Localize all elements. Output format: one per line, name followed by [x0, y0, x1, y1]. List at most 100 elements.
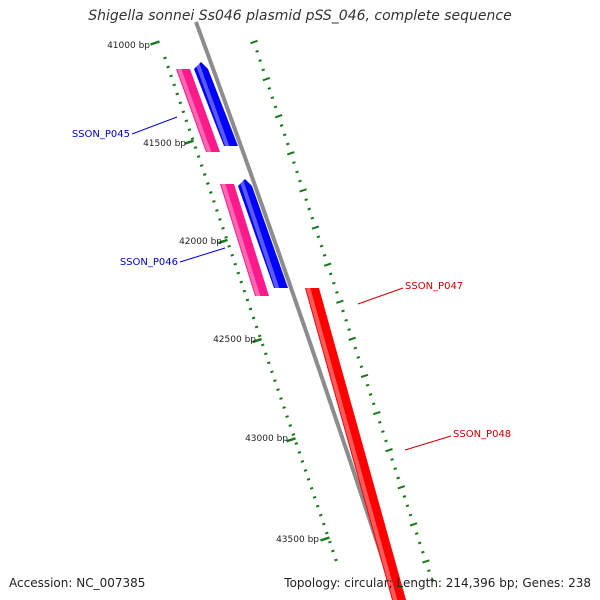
gene-feature-sson-p047-p048[interactable]	[305, 288, 406, 600]
tick-mark	[348, 336, 357, 341]
tick-mark	[178, 101, 183, 105]
tick-mark	[335, 290, 339, 294]
tick-label-42000: 42000 bp	[179, 237, 222, 247]
gene-label-sson-p045[interactable]: SSON_P045	[72, 129, 130, 140]
tick-mark	[273, 105, 278, 109]
tick-mark	[239, 280, 244, 284]
tick-mark	[230, 253, 235, 257]
tick-mark	[279, 124, 284, 127]
tick-mark	[260, 343, 265, 347]
cds-sson-p046-highlight	[239, 180, 280, 288]
tick-mark	[324, 531, 329, 535]
tick-mark	[319, 244, 324, 248]
tick-mark	[248, 307, 253, 311]
tick-mark	[221, 226, 225, 230]
tick-mark	[262, 76, 271, 82]
tick-mark	[368, 393, 373, 396]
tick-mark	[408, 513, 413, 517]
tick-mark	[402, 495, 407, 498]
tick-mark	[270, 370, 274, 374]
gene-sson-p046[interactable]	[220, 184, 269, 296]
tick-mark	[320, 536, 330, 542]
tick-mark	[405, 504, 410, 508]
tick-mark	[218, 238, 228, 245]
gene-sson-p047-p048[interactable]	[305, 288, 406, 600]
tick-mark	[163, 56, 167, 60]
tick-mark	[331, 549, 335, 553]
tick-mark	[397, 485, 406, 490]
tick-mark	[233, 262, 238, 266]
tick-mark	[316, 235, 321, 239]
label-leader-sson-p048	[404, 435, 452, 451]
tick-mark	[172, 83, 177, 87]
tick-mark	[312, 495, 317, 499]
plasmid-backbone	[194, 21, 398, 600]
gene-feature-sson-p045[interactable]	[176, 62, 238, 152]
tick-mark	[365, 383, 370, 387]
gene-label-sson-p048[interactable]: SSON_P048	[453, 429, 511, 440]
tick-mark	[286, 437, 296, 443]
tick-mark	[334, 558, 338, 562]
tick-mark	[300, 459, 305, 463]
tick-mark	[190, 137, 195, 141]
gene-sson-p045[interactable]	[176, 69, 220, 152]
tick-mark	[212, 199, 216, 203]
tick-mark	[306, 477, 311, 481]
tick-mark	[323, 262, 332, 267]
tick-label-41500: 41500 bp	[143, 139, 186, 149]
tick-mark	[184, 139, 194, 145]
inner-minor-ticks	[163, 56, 338, 562]
tick-mark	[255, 49, 259, 53]
tick-mark	[430, 578, 434, 582]
tick-mark	[288, 424, 293, 427]
tick-mark	[321, 522, 326, 526]
gene-label-sson-p047[interactable]: SSON_P047	[405, 281, 463, 292]
tick-label-43500: 43500 bp	[276, 535, 319, 545]
tick-mark	[184, 119, 189, 123]
gene-sson-p045-highlight	[177, 69, 212, 152]
tick-mark	[344, 318, 348, 322]
tick-mark	[385, 448, 393, 453]
major-ticks	[150, 40, 330, 542]
tick-mark	[347, 328, 351, 332]
tick-mark	[315, 504, 320, 508]
tick-mark	[372, 410, 381, 416]
tick-mark	[193, 146, 198, 150]
tick-mark	[263, 352, 268, 356]
cds-sson-p046-arrow[interactable]	[238, 179, 288, 288]
tick-mark	[356, 355, 361, 359]
tick-mark	[257, 334, 262, 338]
tick-mark	[307, 207, 312, 211]
tick-mark	[250, 39, 258, 45]
tick-mark	[224, 235, 228, 239]
tick-mark	[254, 325, 259, 329]
tick-mark	[282, 133, 287, 137]
tick-mark	[292, 161, 296, 165]
tick-mark	[427, 569, 431, 573]
gene-sson-p046-highlight	[221, 184, 261, 296]
tick-mark	[282, 406, 286, 410]
tick-mark	[166, 65, 170, 69]
tick-mark	[331, 281, 336, 285]
tick-mark	[311, 225, 320, 230]
tick-mark	[297, 450, 302, 454]
tick-mark	[245, 298, 250, 302]
tick-mark	[396, 476, 401, 480]
tick-mark	[359, 365, 364, 369]
gene-feature-sson-p046[interactable]	[220, 179, 288, 296]
tick-mark	[150, 40, 160, 46]
tick-mark	[371, 402, 376, 406]
tick-mark	[304, 198, 309, 202]
tick-mark	[236, 271, 241, 275]
cds-sson-p045-arrow[interactable]	[194, 62, 238, 146]
tick-mark	[258, 59, 262, 63]
tick-mark	[409, 522, 418, 527]
cds-sson-p045-highlight	[195, 63, 230, 146]
tick-mark	[390, 457, 394, 461]
gene-label-sson-p046[interactable]: SSON_P046	[120, 257, 178, 268]
tick-mark	[205, 182, 210, 185]
tick-mark	[286, 151, 295, 156]
accession-text: Accession: NC_007385	[9, 576, 146, 590]
